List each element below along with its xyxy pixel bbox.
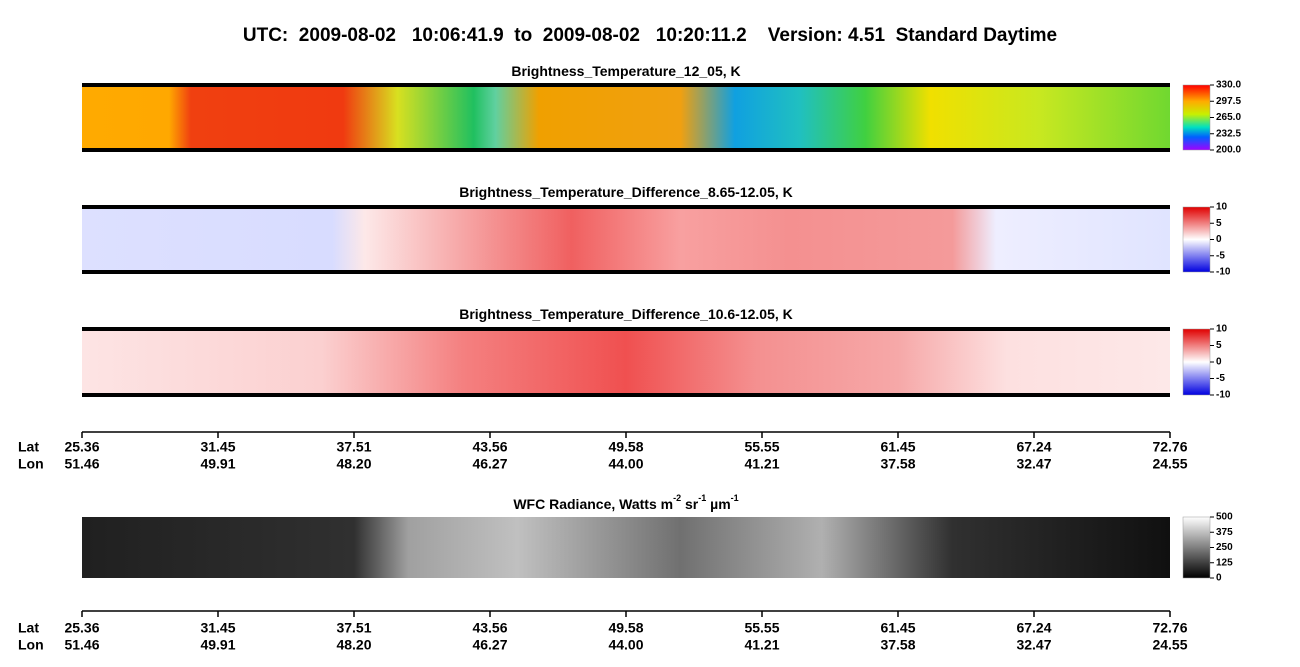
lon-label: 41.21 bbox=[744, 637, 779, 653]
panel-title: Brightness_Temperature_Difference_10.6-1… bbox=[459, 306, 793, 322]
lat-label: 43.56 bbox=[472, 439, 507, 455]
title-part: Brightness_Temperature_Difference_10.6-1… bbox=[459, 306, 793, 322]
lat-label: 49.58 bbox=[608, 620, 643, 636]
strip-border-top bbox=[82, 327, 1170, 331]
colorbar bbox=[1182, 328, 1211, 396]
lat-label: 43.56 bbox=[472, 620, 507, 636]
lon-label: 44.00 bbox=[608, 637, 643, 653]
strip-border-top bbox=[82, 83, 1170, 87]
colorbar-label: 265.0 bbox=[1216, 112, 1241, 123]
colorbar-label: -5 bbox=[1216, 373, 1225, 384]
lon-label: 37.58 bbox=[880, 456, 915, 472]
image-strip bbox=[82, 207, 1170, 272]
strip-border-bottom bbox=[82, 148, 1170, 152]
lon-label: 24.55 bbox=[1152, 637, 1187, 653]
lon-label: 37.58 bbox=[880, 637, 915, 653]
lat-label: 72.76 bbox=[1152, 439, 1187, 455]
title-part: µm bbox=[706, 496, 730, 512]
lat-label: 67.24 bbox=[1016, 620, 1051, 636]
strip-border-top bbox=[82, 205, 1170, 209]
lat-label: 37.51 bbox=[336, 620, 371, 636]
colorbar-label: 200.0 bbox=[1216, 145, 1241, 156]
lat-label: 31.45 bbox=[200, 439, 235, 455]
colorbar-label: -10 bbox=[1216, 267, 1231, 278]
row-label: Lon bbox=[18, 637, 44, 653]
lon-label: 32.47 bbox=[1016, 456, 1051, 472]
lat-label: 37.51 bbox=[336, 439, 371, 455]
lon-label: 49.91 bbox=[200, 637, 235, 653]
title-part: Brightness_Temperature_12_05, K bbox=[511, 63, 740, 79]
row-label: Lat bbox=[18, 439, 39, 455]
row-label: Lon bbox=[18, 456, 44, 472]
lon-label: 48.20 bbox=[336, 637, 371, 653]
colorbar-label: 0 bbox=[1216, 357, 1222, 368]
colorbar-label: 5 bbox=[1216, 340, 1222, 351]
colorbar-label: 125 bbox=[1216, 557, 1233, 568]
figure-title: UTC: 2009-08-02 10:06:41.9 to 2009-08-02… bbox=[243, 25, 1057, 46]
image-strip bbox=[82, 85, 1170, 150]
strip-border-bottom bbox=[82, 393, 1170, 397]
colorbar-label: 0 bbox=[1216, 573, 1222, 584]
lat-label: 31.45 bbox=[200, 620, 235, 636]
lon-label: 32.47 bbox=[1016, 637, 1051, 653]
colorbar-label: 10 bbox=[1216, 202, 1228, 213]
strip-border-bottom bbox=[82, 270, 1170, 274]
colorbar-label: 375 bbox=[1216, 527, 1233, 538]
lat-label: 61.45 bbox=[880, 439, 915, 455]
title-superscript: -1 bbox=[731, 493, 739, 503]
lon-label: 49.91 bbox=[200, 456, 235, 472]
lon-label: 41.21 bbox=[744, 456, 779, 472]
colorbar-label: 297.5 bbox=[1216, 96, 1241, 107]
title-part: sr bbox=[681, 496, 699, 512]
colorbar-label: 330.0 bbox=[1216, 80, 1241, 91]
title-superscript: -1 bbox=[698, 493, 706, 503]
colorbar bbox=[1182, 206, 1211, 273]
title-superscript: -2 bbox=[673, 493, 681, 503]
lat-label: 55.55 bbox=[744, 439, 779, 455]
panel-title: Brightness_Temperature_12_05, K bbox=[511, 63, 740, 79]
lat-label: 25.36 bbox=[64, 439, 99, 455]
panel-title: WFC Radiance, Watts m-2 sr-1 µm-1 bbox=[513, 493, 738, 511]
lat-label: 49.58 bbox=[608, 439, 643, 455]
lon-label: 46.27 bbox=[472, 456, 507, 472]
lon-label: 44.00 bbox=[608, 456, 643, 472]
lon-label: 46.27 bbox=[472, 637, 507, 653]
colorbar bbox=[1182, 516, 1211, 579]
lat-label: 25.36 bbox=[64, 620, 99, 636]
colorbar-label: 500 bbox=[1216, 512, 1233, 523]
lat-label: 55.55 bbox=[744, 620, 779, 636]
panel-title: Brightness_Temperature_Difference_8.65-1… bbox=[459, 184, 793, 200]
lon-label: 24.55 bbox=[1152, 456, 1187, 472]
title-part: WFC Radiance, Watts m bbox=[513, 496, 673, 512]
lon-label: 51.46 bbox=[64, 456, 99, 472]
image-strip bbox=[82, 517, 1170, 578]
lon-label: 48.20 bbox=[336, 456, 371, 472]
colorbar-label: 0 bbox=[1216, 234, 1222, 245]
colorbar bbox=[1182, 84, 1211, 151]
colorbar-label: 250 bbox=[1216, 542, 1233, 553]
colorbar-label: 232.5 bbox=[1216, 128, 1241, 139]
colorbar-label: 5 bbox=[1216, 218, 1222, 229]
lat-label: 67.24 bbox=[1016, 439, 1051, 455]
image-strip bbox=[82, 329, 1170, 395]
colorbar-label: -10 bbox=[1216, 390, 1231, 401]
colorbar-label: 10 bbox=[1216, 324, 1228, 335]
lon-label: 51.46 bbox=[64, 637, 99, 653]
colorbar-label: -5 bbox=[1216, 250, 1225, 261]
row-label: Lat bbox=[18, 620, 39, 636]
title-part: Brightness_Temperature_Difference_8.65-1… bbox=[459, 184, 793, 200]
lat-label: 61.45 bbox=[880, 620, 915, 636]
lat-label: 72.76 bbox=[1152, 620, 1187, 636]
